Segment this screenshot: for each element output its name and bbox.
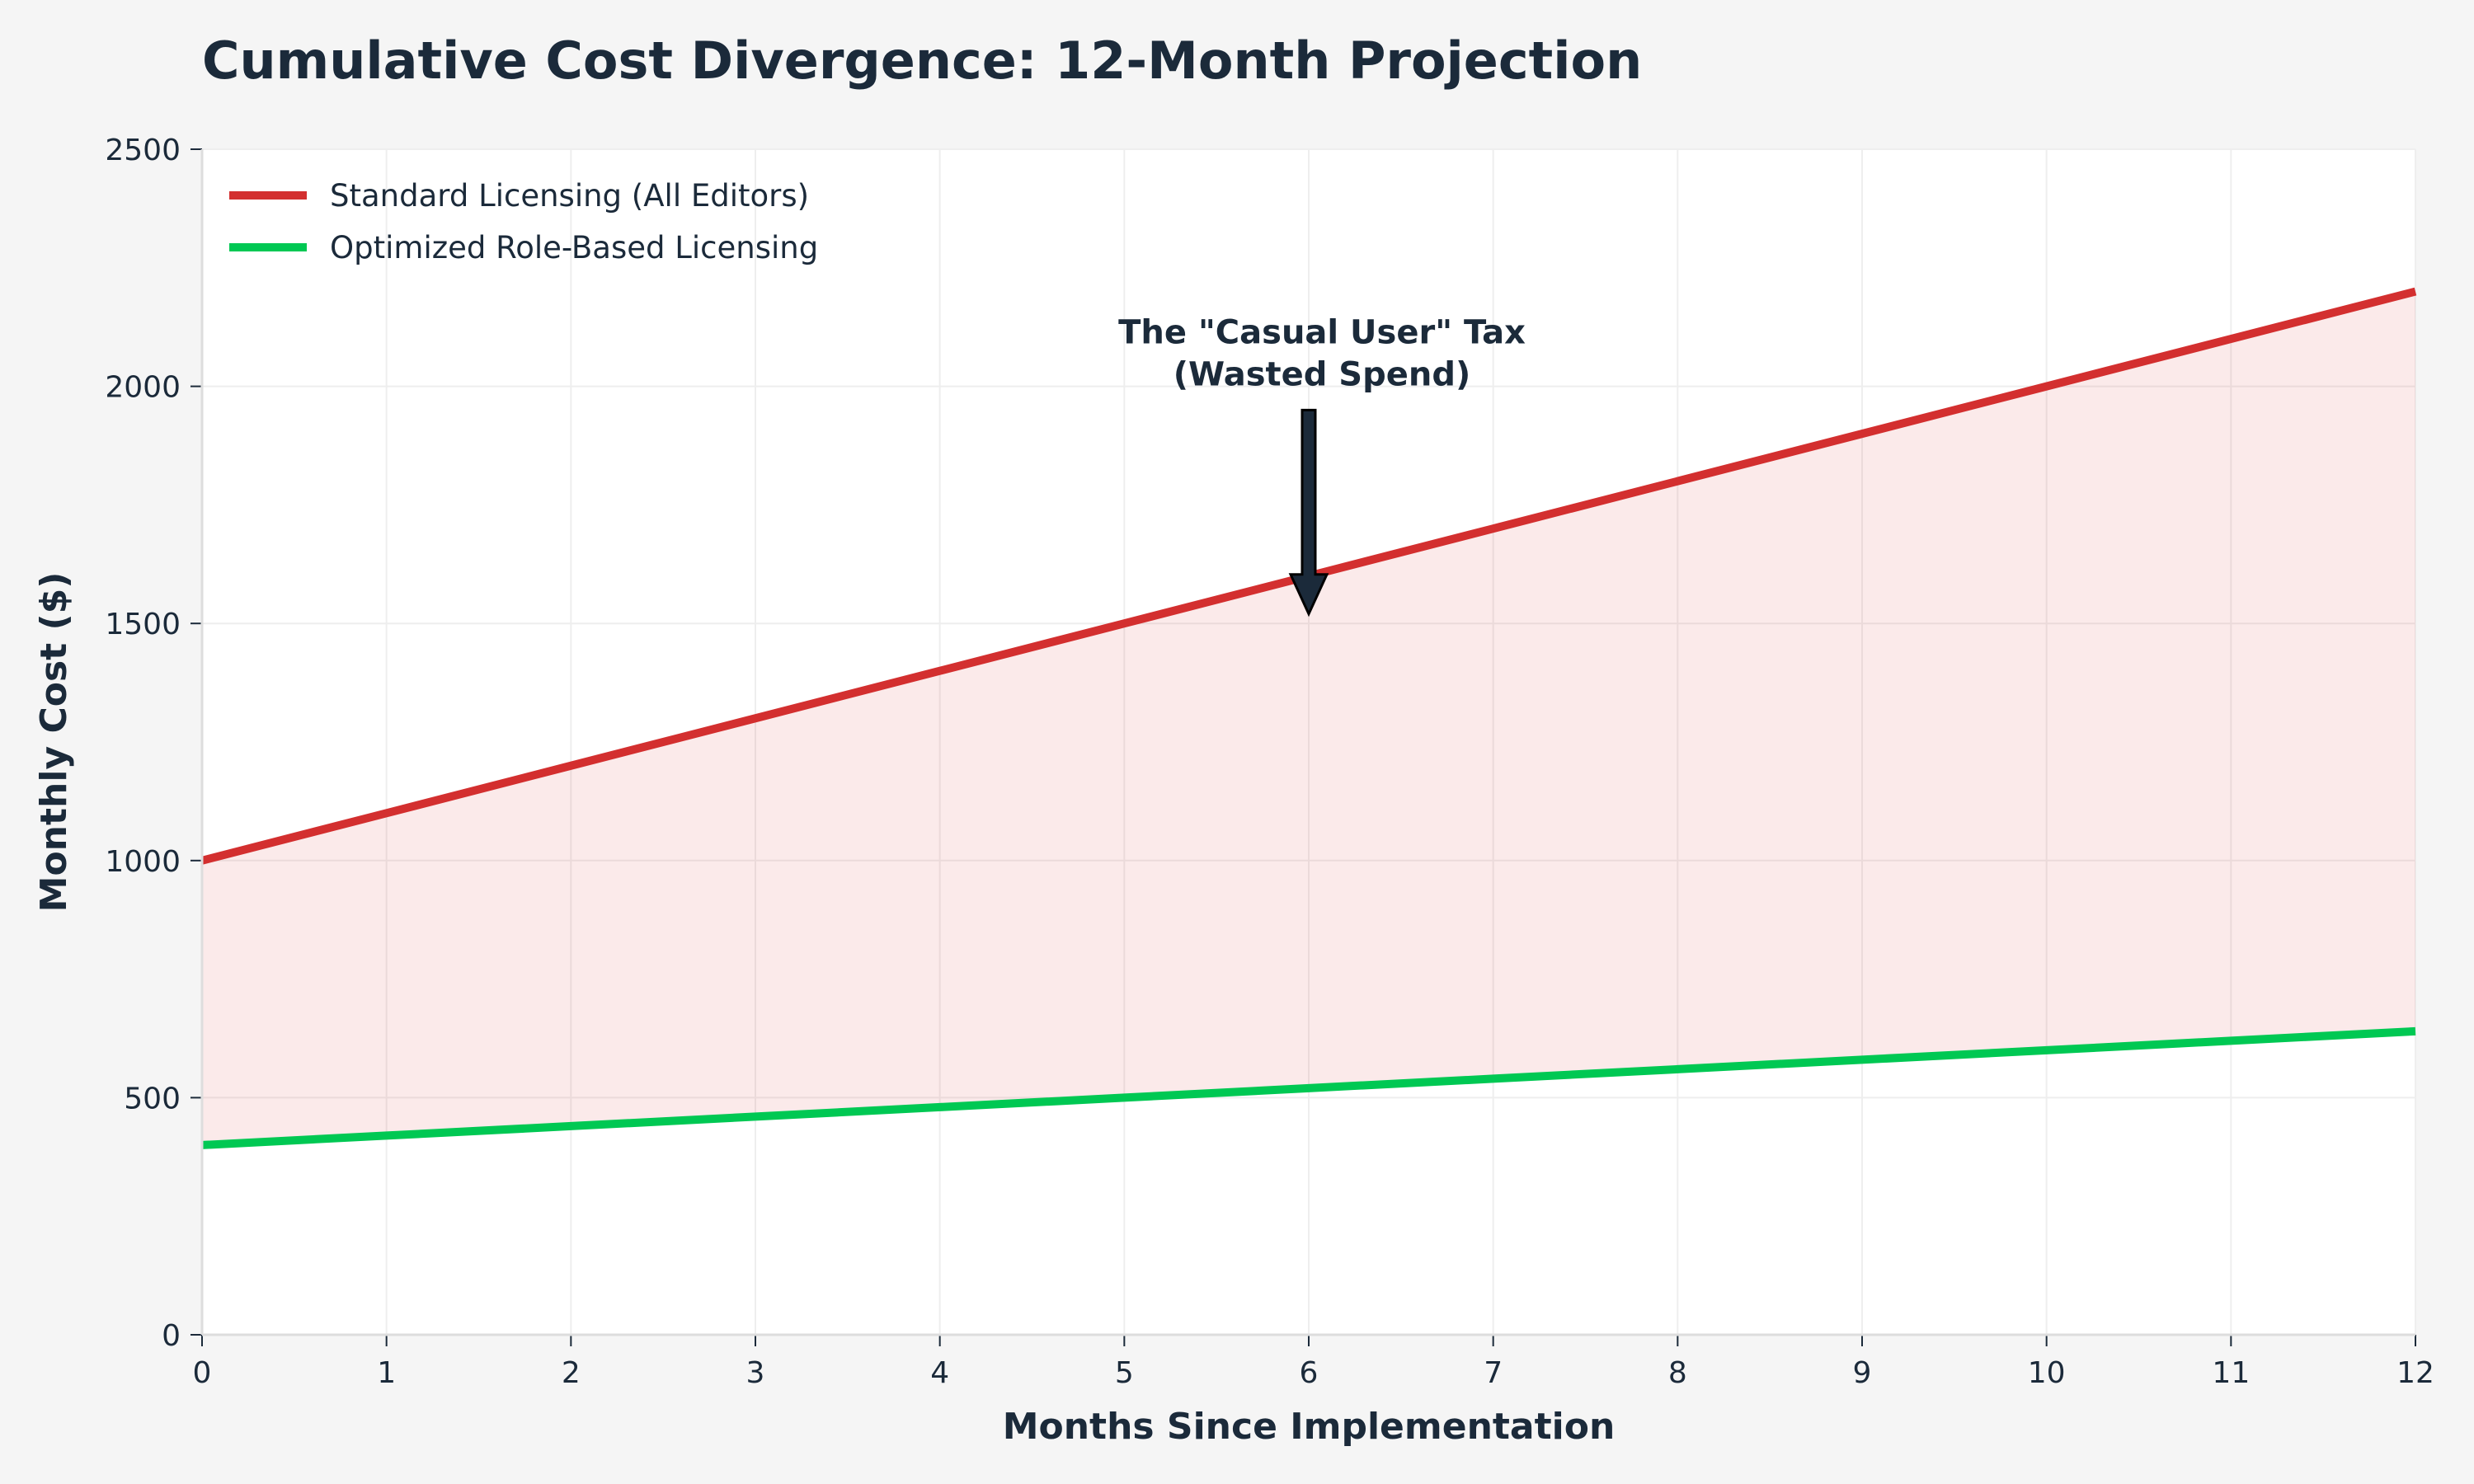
annotation-arrow: [1288, 408, 1329, 618]
x-tick-label: 2: [562, 1356, 581, 1390]
series-line: [201, 1026, 2416, 1149]
grid: [201, 148, 2416, 1336]
x-tick-label: 8: [1668, 1356, 1687, 1390]
legend: Standard Licensing (All Editors) Optimize…: [229, 178, 818, 265]
annotation-text: The "Casual User" Tax: [1118, 314, 1526, 352]
chart-title: Cumulative Cost Divergence: 12-Month Pro…: [202, 31, 1642, 91]
legend-label: Standard Licensing (All Editors): [330, 178, 809, 214]
x-tick-label: 7: [1484, 1356, 1503, 1390]
y-tick-label: 2500: [105, 134, 181, 167]
x-tick-label: 5: [1115, 1356, 1134, 1390]
x-tick-label: 0: [193, 1356, 212, 1390]
x-tick-label: 11: [2212, 1356, 2250, 1390]
y-tick-label: 500: [124, 1082, 181, 1115]
x-tick-label: 6: [1300, 1356, 1319, 1390]
y-axis-label: Monthly Cost ($): [33, 572, 75, 913]
y-tick-label: 1000: [105, 845, 181, 879]
x-tick-label: 12: [2396, 1356, 2434, 1390]
x-tick-label: 10: [2028, 1356, 2066, 1390]
y-tick-label: 1500: [105, 608, 181, 641]
y-tick-label: 2000: [105, 371, 181, 405]
x-tick-label: 9: [1853, 1356, 1872, 1390]
y-tick-label: 0: [162, 1319, 181, 1353]
annotation-text: (Wasted Spend): [1174, 356, 1471, 394]
fill-between-area: [202, 291, 2415, 1145]
x-tick-label: 4: [930, 1356, 949, 1390]
annotation: The "Casual User" Tax (Wasted Spend): [1118, 314, 1526, 618]
x-tick-label: 1: [377, 1356, 396, 1390]
x-axis-label: Months Since Implementation: [1003, 1406, 1616, 1448]
legend-label: Optimized Role-Based Licensing: [330, 230, 818, 265]
x-tick-label: 3: [746, 1356, 765, 1390]
